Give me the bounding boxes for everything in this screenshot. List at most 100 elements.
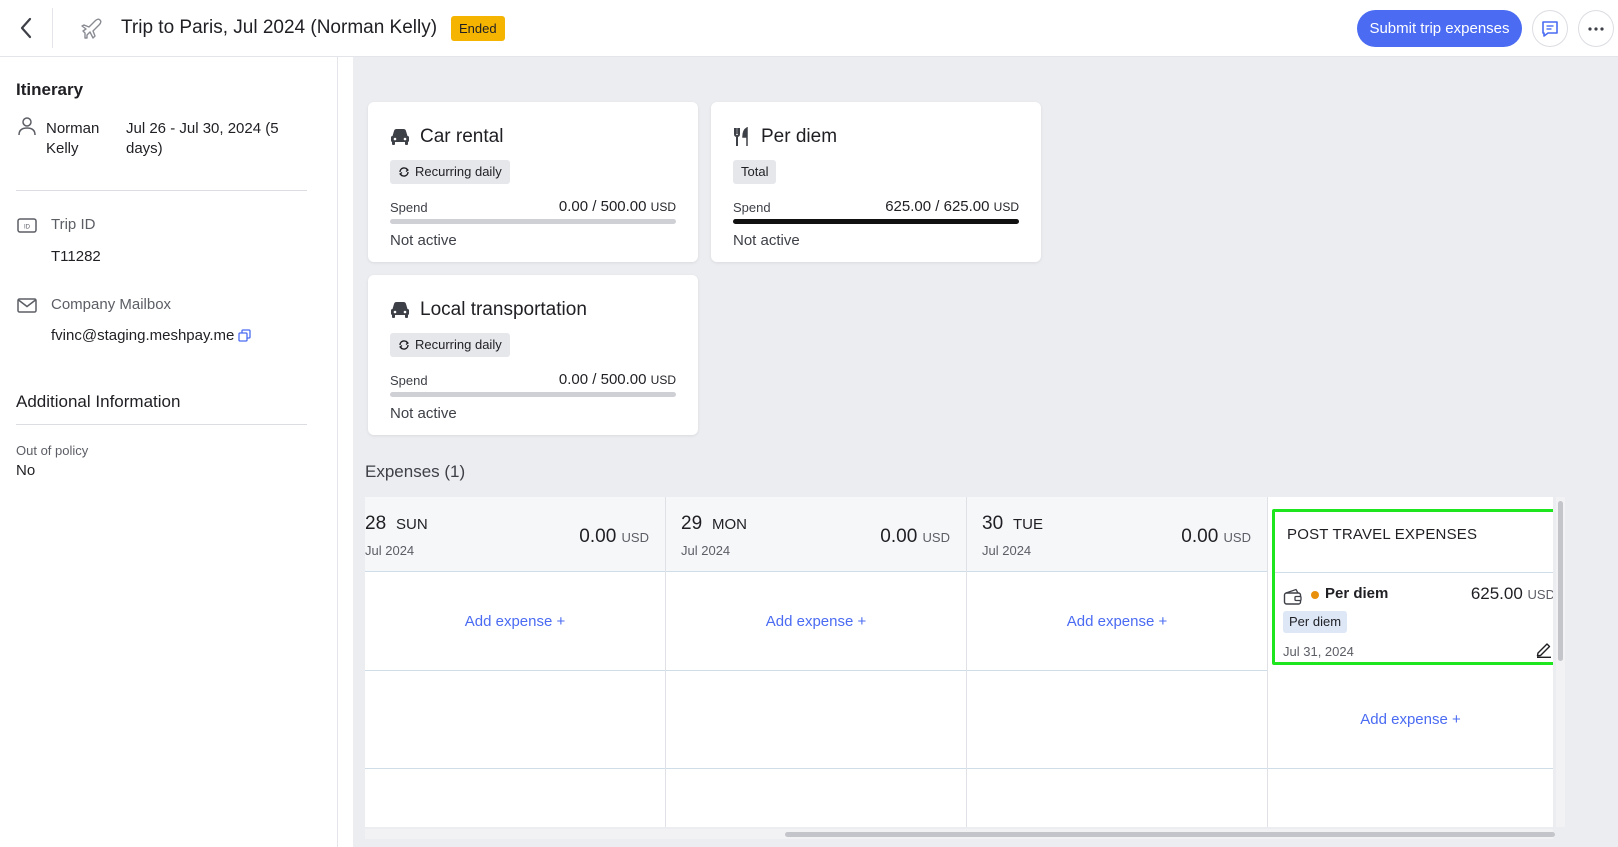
vertical-scrollbar[interactable] [1556, 497, 1565, 827]
currency-label: USD [922, 530, 950, 545]
spend-amount: 0.00 / 500.00 [558, 371, 647, 388]
trip-id-value: T11282 [51, 248, 101, 265]
day-header: 28 SUN Jul 2024 0.00 USD [365, 497, 665, 572]
expenses-heading: Expenses (1) [365, 462, 466, 481]
day-cell: Add expense + [666, 572, 966, 671]
submit-trip-expenses-button[interactable]: Submit trip expenses [1357, 10, 1522, 47]
spend-label: Spend [390, 200, 428, 215]
spend-value: 625.00 / 625.00 USD [885, 198, 1019, 215]
spend-progress-bar [390, 392, 676, 397]
budget-status: Not active [390, 405, 457, 422]
mail-icon [17, 298, 37, 313]
budget-card-car-rental[interactable]: Car rental Recurring daily Spend 0.00 / … [368, 102, 698, 262]
trip-id-label: Trip ID [51, 216, 96, 233]
expense-name: Per diem [1325, 585, 1389, 602]
budget-title-label: Car rental [420, 126, 504, 147]
day-column-30: 30 TUE Jul 2024 0.00 USD Add expense + [967, 497, 1268, 827]
more-horizontal-icon [1588, 26, 1604, 31]
budget-type-chip: Total [733, 160, 777, 184]
spend-progress-bar [390, 219, 676, 224]
expense-category-chip: Per diem [1283, 611, 1348, 633]
budget-status: Not active [733, 232, 800, 249]
post-travel-title: POST TRAVEL EXPENSES [1287, 526, 1478, 543]
add-expense-button[interactable]: Add expense + [464, 612, 566, 630]
spend-progress-bar [733, 219, 1019, 224]
day-cell: Add expense + [365, 572, 665, 671]
day-month: Jul 2024 [365, 543, 415, 558]
spend-value: 0.00 / 500.00 USD [559, 371, 676, 388]
day-name: MON [712, 516, 747, 533]
budget-status: Not active [390, 232, 457, 249]
airplane-icon [81, 18, 102, 39]
day-total-amount: 0.00 [880, 526, 918, 547]
car-icon [391, 129, 409, 145]
copy-icon[interactable] [238, 329, 252, 342]
utensils-icon [734, 127, 748, 146]
expense-date: Jul 31, 2024 [1283, 644, 1354, 659]
scrollbar-thumb[interactable] [1558, 501, 1563, 661]
post-travel-column: POST TRAVEL EXPENSES Per diem 625.00 USD… [1268, 497, 1553, 827]
section-divider [16, 190, 307, 191]
mailbox-value: fvinc@staging.meshpay.me [51, 327, 235, 344]
post-travel-expenses-panel: POST TRAVEL EXPENSES Per diem 625.00 USD… [1272, 509, 1553, 665]
day-header: 30 TUE Jul 2024 0.00 USD [967, 497, 1267, 572]
budget-card-local-transportation[interactable]: Local transportation Recurring daily Spe… [368, 275, 698, 435]
budget-title-label: Local transportation [420, 299, 587, 320]
expense-item[interactable]: Per diem 625.00 USD Per diem Jul 31, 202… [1283, 582, 1553, 662]
page-title: Trip to Paris, Jul 2024 (Norman Kelly) [121, 17, 438, 38]
spend-label: Spend [390, 373, 428, 388]
trip-dates: Jul 26 - Jul 30, 2024 (5 days) [126, 120, 279, 157]
day-cell: Add expense + [967, 572, 1267, 671]
day-total: 0.00 USD [1181, 526, 1251, 548]
day-column-29: 29 MON Jul 2024 0.00 USD Add expense + [666, 497, 967, 827]
itinerary-heading: Itinerary [16, 80, 84, 99]
empty-cell [666, 671, 966, 769]
wallet-icon [1283, 588, 1302, 605]
add-expense-button[interactable]: Add expense + [1066, 612, 1168, 630]
empty-cell [365, 671, 665, 769]
currency-label: USD [1527, 587, 1553, 602]
day-name: TUE [1013, 516, 1043, 533]
back-button[interactable] [12, 14, 40, 42]
add-expense-button[interactable]: Add expense + [1360, 711, 1461, 728]
traveler-name: Norman Kelly [46, 120, 100, 157]
more-options-button[interactable] [1578, 10, 1614, 47]
expenses-calendar: 28 SUN Jul 2024 0.00 USD Add expense + 2… [365, 497, 1553, 827]
spend-value: 0.00 / 500.00 USD [559, 198, 676, 215]
day-month: Jul 2024 [982, 543, 1032, 558]
spend-label: Spend [733, 200, 771, 215]
spend-amount: 625.00 / 625.00 [885, 198, 990, 215]
currency-label: USD [621, 530, 649, 545]
edit-pencil-icon[interactable] [1535, 640, 1553, 658]
currency-label: USD [650, 200, 676, 214]
panel-divider [1275, 572, 1553, 573]
budget-card-per-diem[interactable]: Per diem Total Spend 625.00 / 625.00 USD… [711, 102, 1041, 262]
svg-text:ID: ID [24, 225, 31, 231]
currency-label: USD [993, 200, 1019, 214]
chip-label: Recurring daily [415, 337, 502, 352]
trip-details-sidebar: Itinerary Norman Kelly Jul 26 - Jul 30, … [0, 57, 338, 847]
day-name: SUN [396, 516, 428, 533]
day-total-amount: 0.00 [579, 526, 617, 547]
expense-amount-value: 625.00 [1470, 584, 1523, 603]
mailbox-label: Company Mailbox [51, 296, 172, 313]
chat-icon [1542, 20, 1558, 37]
chip-label: Total [741, 164, 769, 179]
header-divider [52, 8, 53, 48]
out-of-policy-value: No [16, 462, 36, 479]
scrollbar-thumb[interactable] [785, 832, 1555, 837]
budget-card-title: Car rental [390, 126, 503, 148]
repeat-icon [399, 167, 409, 177]
day-total: 0.00 USD [880, 526, 950, 548]
horizontal-scrollbar[interactable] [365, 829, 1555, 839]
id-card-icon: ID [17, 218, 37, 233]
day-month: Jul 2024 [681, 543, 731, 558]
car-icon [391, 302, 409, 318]
day-number: 29 [681, 513, 703, 534]
add-expense-button[interactable]: Add expense + [765, 612, 867, 630]
main-content: Car rental Recurring daily Spend 0.00 / … [353, 57, 1618, 847]
comments-button[interactable] [1532, 10, 1568, 47]
empty-cell [967, 671, 1267, 769]
status-dot [1311, 591, 1319, 599]
day-number: 30 [982, 513, 1004, 534]
